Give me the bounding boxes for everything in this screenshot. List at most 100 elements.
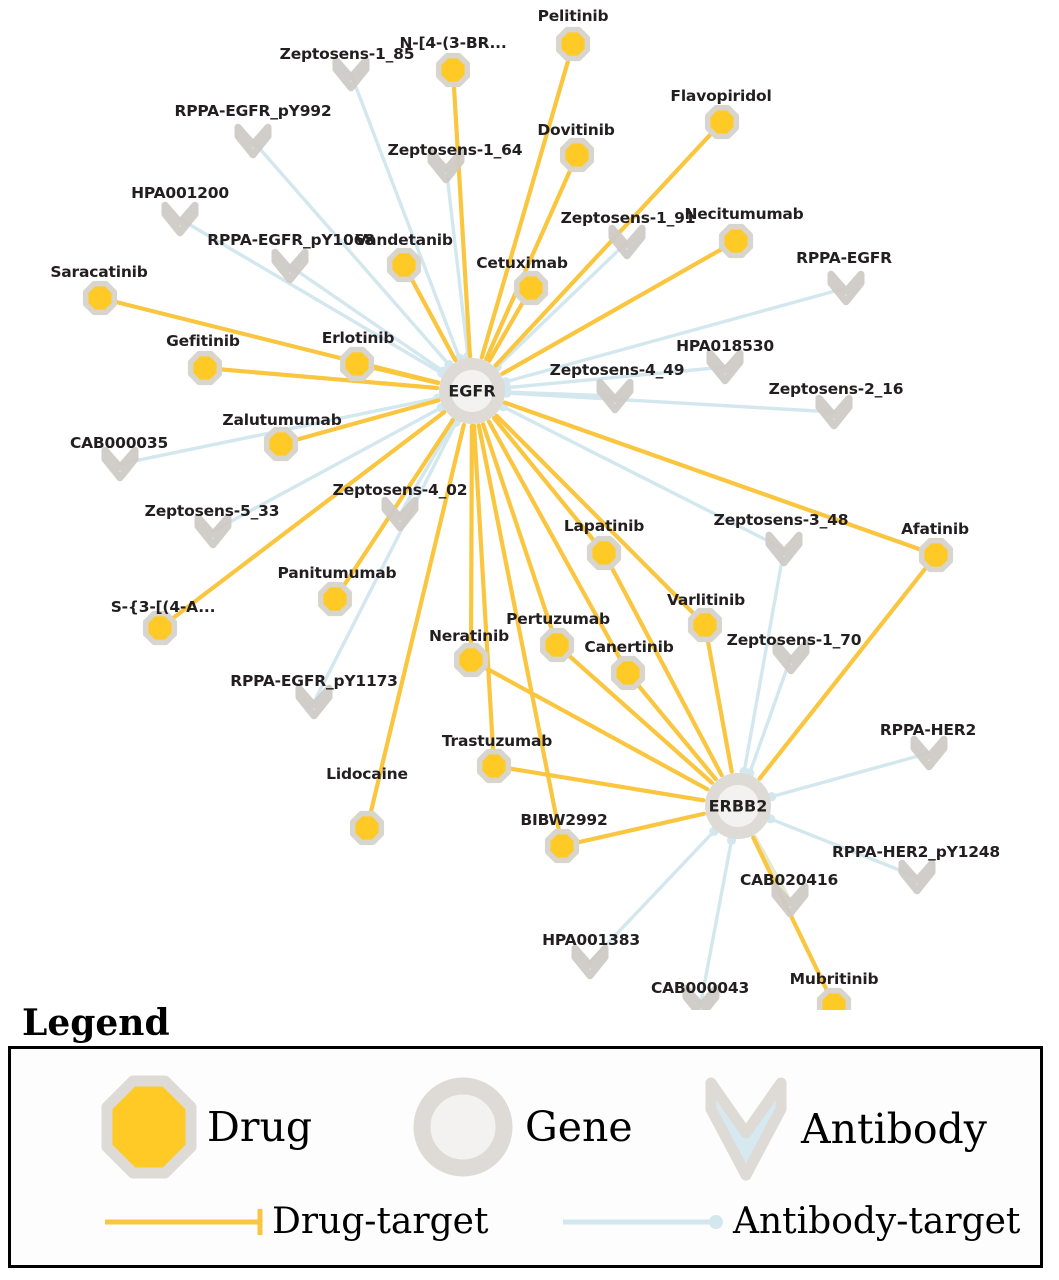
gene-node-label-erbb2: ERBB2 <box>708 796 768 816</box>
edges-layer <box>97 41 939 1008</box>
legend-item-drug-target: Drug-target <box>103 1201 488 1242</box>
antibody-chevron-icon[interactable] <box>898 859 936 895</box>
gene-ring-icon[interactable] <box>439 358 505 424</box>
gene-ring-icon <box>413 1077 513 1177</box>
antibody-target-edge-icon <box>563 1214 723 1229</box>
drug-target-edge <box>601 550 724 778</box>
drug-octagon-icon[interactable] <box>513 270 549 306</box>
network-svg <box>82 26 954 1010</box>
drug-target-edge <box>492 416 607 556</box>
drug-octagon-icon[interactable] <box>918 537 954 573</box>
drug-octagon-icon[interactable] <box>453 642 489 678</box>
drug-octagon-icon[interactable] <box>718 223 754 259</box>
antibody-chevron-icon[interactable] <box>101 446 139 482</box>
antibody-chevron-icon[interactable] <box>827 270 865 306</box>
drug-octagon-icon[interactable] <box>386 247 422 283</box>
antibody-chevron-icon[interactable] <box>765 531 803 567</box>
antibody-target-edge <box>768 817 919 879</box>
legend-panel: Legend Drug Gene Antibody <box>0 1002 1059 1280</box>
drug-octagon-icon[interactable] <box>82 280 118 316</box>
antibody-chevron-icon[interactable] <box>161 201 199 237</box>
antibody-target-edge <box>588 829 716 964</box>
antibody-target-edge <box>288 264 445 373</box>
antibody-chevron-icon[interactable] <box>332 56 370 92</box>
drug-octagon-icon[interactable] <box>435 52 471 88</box>
antibody-chevron-icon[interactable] <box>815 394 853 430</box>
drug-octagon-icon[interactable] <box>476 748 512 784</box>
drug-target-edge <box>364 422 466 831</box>
legend-label-antibody: Antibody <box>801 1105 987 1153</box>
gene-ring-icon[interactable] <box>705 773 771 839</box>
drug-octagon-icon[interactable] <box>544 828 580 864</box>
drug-target-edge <box>479 41 576 360</box>
drug-target-edge <box>486 419 631 676</box>
antibody-chevron-icon[interactable] <box>772 639 810 675</box>
drug-octagon-icon[interactable] <box>339 346 375 382</box>
drug-target-edge <box>157 410 447 631</box>
legend-item-gene: Gene <box>411 1075 633 1179</box>
drug-target-edge <box>625 670 718 782</box>
antibody-chevron-icon[interactable] <box>771 882 809 918</box>
drug-target-edge <box>476 423 565 849</box>
drug-octagon-icon[interactable] <box>559 137 595 173</box>
drug-target-edge-icon <box>105 1208 263 1235</box>
antibody-chevron-icon[interactable] <box>596 378 634 414</box>
gene-node-label-egfr: EGFR <box>448 381 496 401</box>
drug-octagon-icon[interactable] <box>349 810 385 846</box>
drug-octagon-icon[interactable] <box>704 104 740 140</box>
drug-octagon-icon[interactable] <box>187 350 223 386</box>
antibody-target-edge <box>211 405 443 533</box>
drug-octagon-icon[interactable] <box>263 426 299 462</box>
legend-label-drug: Drug <box>207 1103 313 1151</box>
network-graph-canvas: Zeptosens-1_85 RPPA-EGFR_pY992 HPA001200 RP… <box>50 7 1000 1010</box>
drug-target-edge <box>401 262 458 363</box>
antibody-target-edge <box>495 240 629 369</box>
drug-octagon-icon[interactable] <box>317 581 353 617</box>
antibody-chevron-icon[interactable] <box>381 496 419 532</box>
legend-item-drug: Drug <box>101 1075 312 1179</box>
antibody-target-edge <box>699 838 734 1004</box>
antibody-target-edge <box>753 834 792 902</box>
antibody-target-edge <box>742 547 786 774</box>
antibody-target-edge <box>504 286 848 384</box>
antibody-chevron-icon[interactable] <box>571 944 609 980</box>
antibody-target-edge <box>505 391 836 414</box>
drug-octagon-icon[interactable] <box>555 26 591 62</box>
antibody-target-edge <box>505 365 727 390</box>
drug-octagon-icon[interactable] <box>816 987 852 1010</box>
antibody-chevron-icon[interactable] <box>194 513 232 549</box>
antibody-chevron-icon[interactable] <box>427 148 465 184</box>
drug-target-edge <box>491 763 706 803</box>
drug-target-edge <box>559 811 706 849</box>
drug-target-edge <box>493 119 725 368</box>
antibody-target-edge <box>312 420 458 704</box>
drug-target-edge <box>502 400 939 558</box>
drug-octagon-icon[interactable] <box>142 610 178 646</box>
drug-octagon-icon[interactable] <box>610 655 646 691</box>
drug-octagon-icon <box>101 1075 197 1179</box>
drug-target-edge <box>702 622 734 774</box>
drug-target-edge <box>450 67 473 359</box>
antibody-chevron-icon[interactable] <box>295 684 333 720</box>
antibody-target-edge <box>748 655 793 775</box>
antibody-chevron-icon[interactable] <box>271 248 309 284</box>
legend-label-gene: Gene <box>525 1103 633 1151</box>
drug-target-edge <box>202 365 440 391</box>
drug-target-edge <box>468 423 474 663</box>
drug-octagon-icon[interactable] <box>687 607 723 643</box>
antibody-chevron-icon[interactable] <box>706 349 744 385</box>
drug-target-edge <box>484 152 580 362</box>
antibody-chevron-icon[interactable] <box>910 735 948 771</box>
antibody-chevron-icon[interactable] <box>234 123 272 159</box>
antibody-chevron-icon[interactable] <box>608 224 646 260</box>
antibody-chevron-icon[interactable] <box>682 984 720 1010</box>
drug-target-edge <box>278 398 441 447</box>
legend-label-drug-target: Drug-target <box>272 1201 489 1242</box>
legend-title: Legend <box>22 1002 170 1044</box>
drug-octagon-icon[interactable] <box>539 627 575 663</box>
legend-item-antibody: Antibody <box>701 1075 987 1183</box>
nodes-layer <box>82 26 954 1010</box>
drug-octagon-icon[interactable] <box>586 535 622 571</box>
legend-item-antibody-target: Antibody-target <box>561 1201 1020 1242</box>
antibody-target-edge <box>398 419 457 516</box>
